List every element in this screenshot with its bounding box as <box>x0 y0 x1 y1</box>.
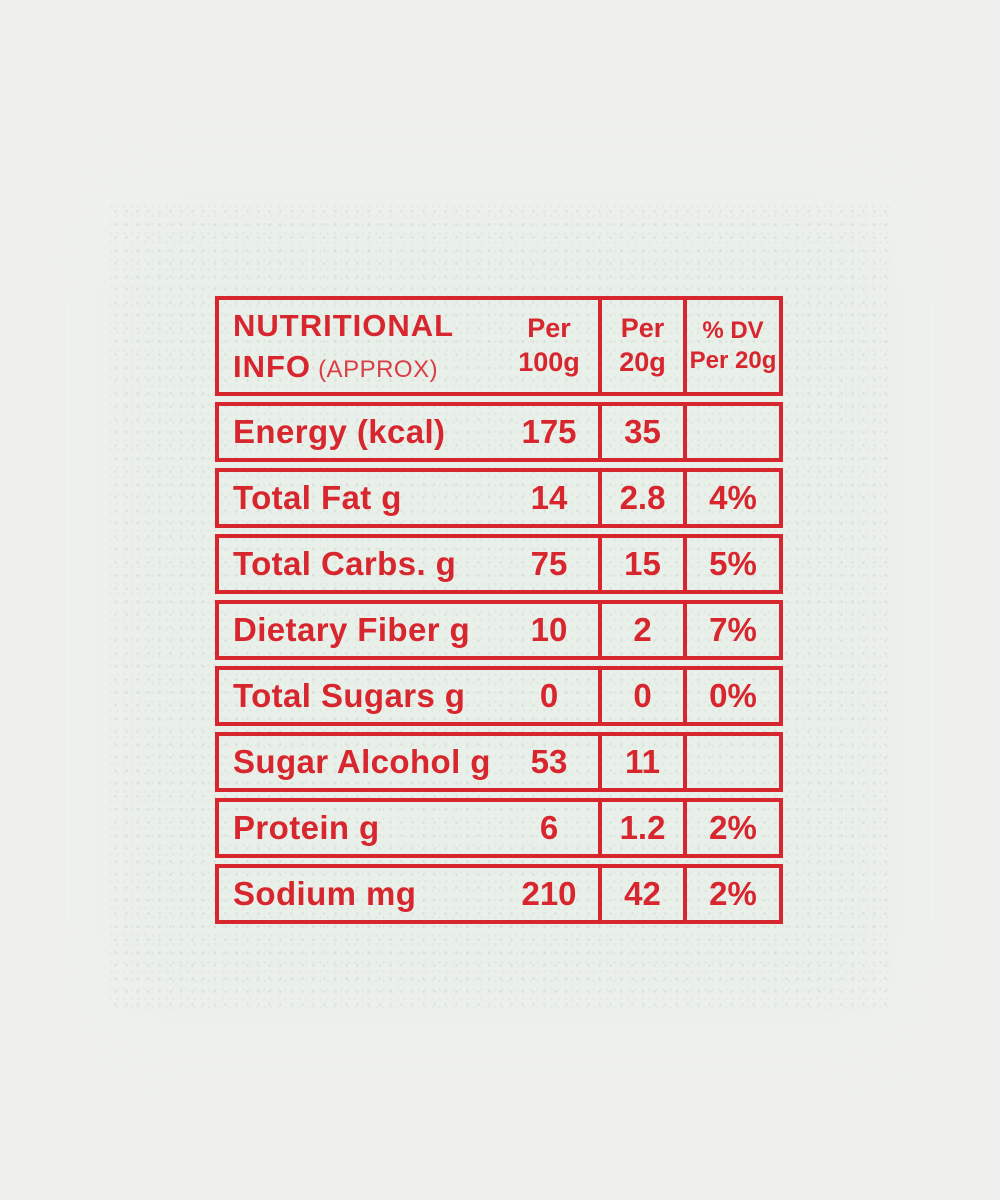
column-header-per-100g-line1: Per <box>527 313 571 344</box>
per-20g-value: 0 <box>598 670 683 722</box>
per-100g-value: 210 <box>521 875 577 912</box>
nutrient-label: Sodium mg <box>233 875 417 912</box>
dv-value: 5% <box>683 538 779 590</box>
dv-value: 2% <box>683 868 779 920</box>
per-100g-value: 75 <box>530 545 568 582</box>
per-100g-value: 0 <box>539 677 559 714</box>
per-20g-value: 1.2 <box>598 802 683 854</box>
per-20g-value: 35 <box>598 406 683 458</box>
nutrition-row-total-fat: Total Fat g 14 2.8 4% <box>215 468 783 528</box>
table-title: NUTRITIONAL INFO (APPROX) <box>219 300 500 392</box>
per-100g-value: 175 <box>521 413 577 450</box>
per-100g-value: 10 <box>530 611 568 648</box>
dv-value: 0% <box>683 670 779 722</box>
column-header-per-100g: Per 100g <box>500 300 598 392</box>
per-20g-value: 2 <box>598 604 683 656</box>
nutrient-label: Total Sugars g <box>233 677 466 714</box>
nutrition-row-total-carbs: Total Carbs. g 75 15 5% <box>215 534 783 594</box>
column-header-dv-line2: Per 20g <box>689 347 777 374</box>
nutrient-label: Sugar Alcohol g <box>233 743 491 780</box>
nutrient-label: Protein g <box>233 809 380 846</box>
column-header-per-20g-line1: Per <box>620 313 665 344</box>
per-20g-value: 2.8 <box>598 472 683 524</box>
table-title-line1: NUTRITIONAL <box>233 307 455 343</box>
per-100g-value: 53 <box>530 743 568 780</box>
column-header-per-20g-line2: 20g <box>619 347 666 377</box>
column-header-dv: % DV Per 20g <box>683 300 779 392</box>
dv-value <box>683 736 779 788</box>
nutrition-row-sodium: Sodium mg 210 42 2% <box>215 864 783 924</box>
nutrition-facts-table: NUTRITIONAL INFO (APPROX) Per 100g Per 2… <box>215 296 783 924</box>
nutrition-row-protein: Protein g 6 1.2 2% <box>215 798 783 858</box>
nutrition-row-sugar-alcohol: Sugar Alcohol g 53 11 <box>215 732 783 792</box>
dv-value <box>683 406 779 458</box>
per-20g-value: 15 <box>598 538 683 590</box>
dv-value: 7% <box>683 604 779 656</box>
nutrient-label: Total Carbs. g <box>233 545 457 582</box>
per-100g-value: 6 <box>539 809 559 846</box>
table-title-line2: INFO (APPROX) <box>233 349 500 385</box>
column-header-per-20g: Per 20g <box>598 300 683 392</box>
per-20g-value: 11 <box>598 736 683 788</box>
table-title-info: INFO <box>233 348 312 384</box>
nutrition-row-total-sugars: Total Sugars g 0 0 0% <box>215 666 783 726</box>
dv-value: 2% <box>683 802 779 854</box>
nutrient-label: Energy (kcal) <box>233 413 446 450</box>
dv-value: 4% <box>683 472 779 524</box>
table-header-row: NUTRITIONAL INFO (APPROX) Per 100g Per 2… <box>215 296 783 396</box>
table-title-approx: (APPROX) <box>318 355 439 383</box>
nutrition-row-dietary-fiber: Dietary Fiber g 10 2 7% <box>215 600 783 660</box>
package-label-background <box>110 205 890 1015</box>
column-header-per-100g-line2: 100g <box>518 347 580 377</box>
per-100g-value: 14 <box>530 479 568 516</box>
nutrient-label: Total Fat g <box>233 479 402 516</box>
nutrition-row-energy: Energy (kcal) 175 35 <box>215 402 783 462</box>
nutrient-label: Dietary Fiber g <box>233 611 471 648</box>
per-20g-value: 42 <box>598 868 683 920</box>
column-header-dv-line1: % DV <box>702 317 764 344</box>
